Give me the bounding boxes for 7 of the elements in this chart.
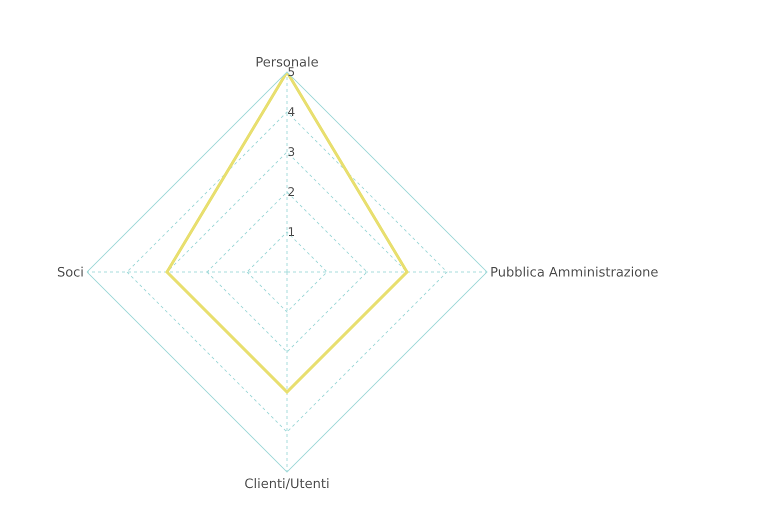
spoke-label: Clienti/Utenti — [244, 477, 330, 492]
y-tick-label: 4 — [288, 104, 296, 119]
y-tick-label: 2 — [288, 184, 296, 199]
y-tick-label: 3 — [288, 144, 296, 159]
y-tick-label: 1 — [288, 224, 296, 239]
spoke-label: Pubblica Amministrazione — [490, 266, 658, 281]
spoke-label: Soci — [56, 266, 84, 281]
